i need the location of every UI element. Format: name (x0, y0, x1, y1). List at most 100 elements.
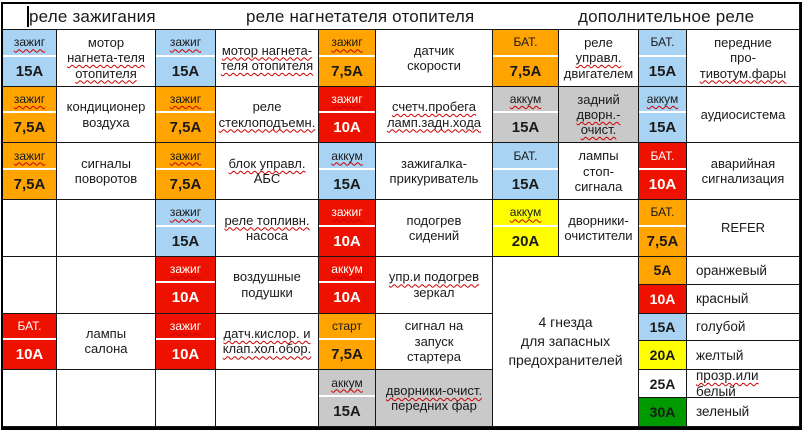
fuse-amp-value: 15А (171, 232, 200, 250)
description-line: блок управл. (228, 155, 306, 171)
fuse-type-label: зажиг (156, 200, 215, 227)
fuse-amp-value: 15А (333, 402, 361, 420)
fuse-type-label: БАТ. (639, 200, 686, 227)
fuse-description: реле управл. двигателем (559, 30, 639, 87)
fuse-amp-value: 15А (648, 62, 677, 80)
fuse-cell: зажиг 10А (319, 86, 376, 144)
empty-cell (3, 370, 57, 427)
description-line: мотор нагнета- (221, 42, 313, 58)
label-line: белый (696, 383, 736, 399)
spare-color-name: прозр.или белый (687, 370, 799, 399)
spare-sockets-note: 4 гнезда для запасных предохранителей (493, 256, 639, 427)
fuse-cell: зажиг 15А (156, 30, 216, 87)
label-line: зеленый (696, 404, 750, 420)
fuse-amp-value: 7,5А (509, 62, 542, 80)
empty-cell (156, 370, 216, 427)
spare-fuses-block: 25А прозр.или белый 30А зеленый (639, 370, 800, 427)
fuse-description: реле топливн. насоса (216, 200, 319, 257)
fuse-cell: зажиг 7,5А (3, 143, 57, 201)
fuse-type-label: зажиг (319, 200, 375, 227)
description-line: реле топливн. (224, 212, 310, 228)
spare-fuses-block: 15А голубой 20А желтый (639, 313, 800, 371)
fuse-type-label: БАТ. (639, 30, 686, 57)
fuse-description: сигнал на запуск стартера (376, 313, 493, 371)
fuse-amp-value: 15А (511, 176, 540, 194)
empty-cell (57, 370, 156, 427)
description-line: REFER (720, 220, 766, 236)
description-line: кондиционер (66, 99, 146, 115)
fuse-type-label: аккум (493, 87, 558, 114)
spare-amp-swatch: 5А (639, 256, 687, 285)
description-line: сигнал на (404, 318, 464, 334)
description-line: сигналы (81, 155, 131, 171)
empty-cell (3, 256, 57, 314)
label-line: голубой (696, 319, 746, 335)
fuse-amp-value: 15А (333, 176, 361, 194)
fuse-description: кондиционер воздуха (57, 86, 156, 144)
spare-amp-swatch: 25А (639, 370, 687, 399)
description-line: дворники-очист. (385, 382, 483, 398)
description-line: лампы (578, 148, 619, 164)
fuse-cell: БАТ. 15А (493, 143, 559, 201)
description-line: сидений (408, 227, 460, 243)
fuse-cell: БАТ. 7,5А (639, 200, 687, 257)
description-line: датчик (413, 42, 455, 58)
fuse-type-label: БАТ. (639, 143, 686, 170)
fuse-description: упр.и подогрев зеркал (376, 256, 493, 314)
description-line: сигнала (574, 178, 623, 194)
fuse-description: задний дворн.- очист. (559, 86, 639, 144)
fuse-amp-value: 7,5А (169, 119, 202, 137)
fuse-description: лампы стоп-сигнала (559, 143, 639, 201)
fuse-description: дворники-очистители (559, 200, 639, 257)
description-line: теля отопителя (220, 57, 314, 73)
spare-amp-swatch: 20А (639, 341, 687, 370)
description-line: передних фар (391, 398, 477, 414)
spare-color-name: зеленый (687, 398, 799, 426)
header-title-heater-blower-relay: реле нагнетателя отопителя (246, 6, 475, 26)
fuse-type-label: аккум (639, 87, 686, 114)
text-cursor (27, 6, 29, 27)
fuse-description: мотор нагнета-теля отопителя (216, 30, 319, 87)
fuse-cell: аккум 15А (319, 370, 376, 427)
spare-amp-swatch: 15А (639, 313, 687, 342)
description-line: реле (252, 99, 282, 115)
fuse-description: мотор нагнета-теля отопителя (57, 30, 156, 87)
fuse-amp-value: 10А (333, 289, 361, 307)
fuse-type-label: зажиг (156, 257, 215, 284)
fuse-amp-value: 7,5А (13, 119, 46, 137)
fuse-type-label: зажиг (156, 314, 215, 341)
spare-color-name: красный (687, 284, 799, 313)
fuse-amp-value: 10А (171, 289, 200, 307)
note-line: для запасных (520, 332, 611, 349)
fuse-amp-value: 10А (333, 232, 361, 250)
fuse-cell: зажиг 7,5А (3, 86, 57, 144)
spare-amp-swatch: 10А (639, 284, 687, 313)
fuse-amp-value: 10А (15, 346, 44, 364)
fuse-description: датч.кислор. и клап.хол.обор. (216, 313, 319, 371)
fuse-cell: аккум 10А (319, 256, 376, 314)
header-title-additional-relay: дополнительное реле (578, 6, 755, 26)
description-line: задний (577, 91, 620, 107)
fuse-amp-value: 7,5А (331, 62, 363, 80)
fuse-type-label: зажиг (156, 143, 215, 170)
description-line: прикуриватель (389, 171, 479, 187)
fuse-amp-value: 15А (511, 119, 540, 137)
fuse-cell: зажиг 7,5А (319, 30, 376, 87)
empty-cell (216, 370, 319, 427)
description-line: АБС (253, 171, 281, 187)
fuse-type-label: зажиг (319, 87, 375, 114)
description-line: про- (730, 50, 756, 66)
fuse-cell: аккум 15А (639, 86, 687, 144)
label-line: красный (696, 290, 749, 306)
note-line: 4 гнезда (538, 314, 593, 331)
description-line: ламп.задн.хода (386, 114, 482, 130)
label-line: прозр.или (696, 370, 759, 384)
note-line: предохранителей (508, 351, 623, 368)
fuse-cell: аккум 15А (319, 143, 376, 201)
description-line: аудиосистема (700, 106, 786, 122)
description-line: управл. (575, 50, 622, 66)
description-line: счетч.пробега (392, 99, 476, 115)
fuse-amp-value: 7,5А (646, 232, 679, 250)
description-line: стеклоподъемн. (218, 114, 316, 130)
